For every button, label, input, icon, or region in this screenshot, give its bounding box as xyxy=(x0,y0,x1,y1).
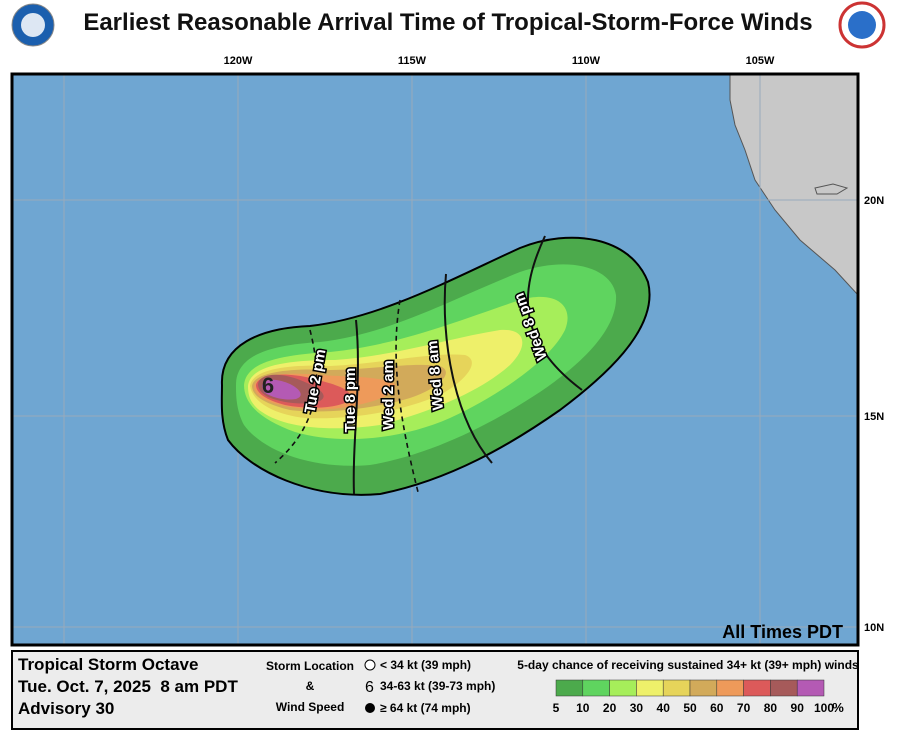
advisory: Advisory 30 xyxy=(18,699,114,718)
noaa-logo-inner xyxy=(21,13,45,37)
location-title: Storm Location xyxy=(266,659,354,673)
lon-label: 120W xyxy=(224,55,253,67)
isochrones xyxy=(274,235,583,495)
isochrone xyxy=(526,235,583,391)
key-symbol xyxy=(364,659,376,671)
scale-label: 100 xyxy=(814,701,834,715)
scale-swatch xyxy=(743,679,771,697)
scale-label: 90 xyxy=(791,701,805,715)
storm-symbol: 6 xyxy=(262,373,274,398)
scale-label: 80 xyxy=(764,701,778,715)
key-label: 34-63 kt (39-73 mph) xyxy=(380,679,495,693)
lon-labels: 120W 115W 110W 105W xyxy=(224,55,775,67)
scale-label: 30 xyxy=(630,701,644,715)
scale-swatch xyxy=(609,679,637,697)
scale-label: 60 xyxy=(710,701,724,715)
lat-label: 15N xyxy=(864,411,884,423)
scale-swatch xyxy=(636,679,664,697)
island xyxy=(814,183,849,195)
scale-swatch xyxy=(796,679,825,697)
wind-title: Wind Speed xyxy=(276,700,345,714)
scale-swatch xyxy=(770,679,798,697)
nws-logo-inner xyxy=(848,11,876,39)
swath-90 xyxy=(262,379,301,400)
scale-swatch xyxy=(689,679,718,697)
scale-label: 70 xyxy=(737,701,751,715)
scale-label: 20 xyxy=(603,701,617,715)
scale-label: 5 xyxy=(553,701,560,715)
scale-title: 5-day chance of receiving sustained 34+ … xyxy=(517,658,859,672)
isochrone xyxy=(395,299,419,493)
scale-swatch xyxy=(716,679,744,697)
key-symbol xyxy=(365,703,375,713)
key-symbol: 6 xyxy=(365,679,374,696)
timezone-note: All Times PDT xyxy=(722,622,843,642)
map-frame xyxy=(10,72,860,647)
lon-label: 110W xyxy=(572,55,601,67)
scale-label: 40 xyxy=(657,701,671,715)
key-label: < 34 kt (39 mph) xyxy=(380,658,471,672)
time-label: Tue 8 pm xyxy=(342,368,359,433)
lat-label: 20N xyxy=(864,195,884,207)
lon-label: 105W xyxy=(746,55,775,67)
lat-label: 10N xyxy=(864,622,884,634)
isochrone xyxy=(352,319,359,495)
probability-swath xyxy=(220,236,651,496)
isochrone xyxy=(443,273,493,464)
amp: & xyxy=(306,679,315,693)
scale-label: 10 xyxy=(576,701,590,715)
isochrone xyxy=(274,329,318,464)
scale-label: 50 xyxy=(683,701,697,715)
scale-swatch xyxy=(555,679,584,697)
scale-unit: % xyxy=(832,700,844,715)
time-label: Wed 2 am xyxy=(380,360,397,430)
land xyxy=(729,74,858,296)
scale-swatch xyxy=(582,679,610,697)
datetime: Tue. Oct. 7, 2025 8 am PDT xyxy=(18,677,238,696)
color-scale: 5 10 20 30 40 50 60 70 80 90 100% xyxy=(553,679,844,715)
lat-labels: 20N 15N 10N xyxy=(864,195,884,634)
key-label: ≥ 64 kt (74 mph) xyxy=(380,701,471,715)
lon-label: 115W xyxy=(398,55,427,67)
title: Earliest Reasonable Arrival Time of Trop… xyxy=(83,9,812,36)
storm-name: Tropical Storm Octave xyxy=(18,655,198,674)
scale-swatch xyxy=(662,679,691,697)
